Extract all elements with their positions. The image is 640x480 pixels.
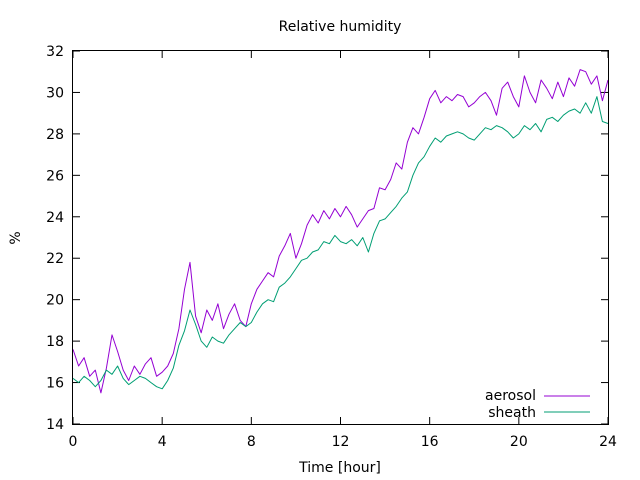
y-tick-label: 20	[46, 293, 64, 309]
x-tick-label: 12	[332, 434, 350, 450]
y-tick-label: 28	[46, 127, 64, 143]
x-tick-label: 20	[510, 434, 528, 450]
y-tick-label: 14	[46, 417, 64, 433]
legend-label-aerosol: aerosol	[485, 388, 536, 404]
y-tick-label: 16	[46, 376, 64, 392]
x-tick-label: 4	[158, 434, 167, 450]
series-line-sheath	[72, 96, 609, 390]
series-line-aerosol	[72, 69, 609, 394]
x-tick-label: 24	[599, 434, 617, 450]
plot-frame	[72, 50, 609, 425]
y-tick-label: 30	[46, 85, 64, 101]
x-axis: 0 4 8 12 16 20 24	[69, 51, 617, 450]
x-tick-label: 0	[69, 434, 78, 450]
series-layer	[72, 69, 609, 394]
y-axis: 14 16 18 20 22 24 26 28 30 32	[46, 44, 608, 433]
legend: aerosol sheath	[485, 388, 590, 421]
x-tick-label: 8	[247, 434, 256, 450]
x-tick-label: 16	[421, 434, 439, 450]
chart-title: Relative humidity	[279, 19, 402, 35]
y-tick-label: 26	[46, 168, 64, 184]
legend-label-sheath: sheath	[488, 405, 536, 421]
y-tick-label: 32	[46, 44, 64, 60]
x-axis-label: Time [hour]	[298, 460, 381, 476]
y-tick-label: 18	[46, 334, 64, 350]
y-tick-label: 22	[46, 251, 64, 267]
y-axis-label: %	[8, 231, 24, 244]
y-tick-label: 24	[46, 210, 64, 226]
